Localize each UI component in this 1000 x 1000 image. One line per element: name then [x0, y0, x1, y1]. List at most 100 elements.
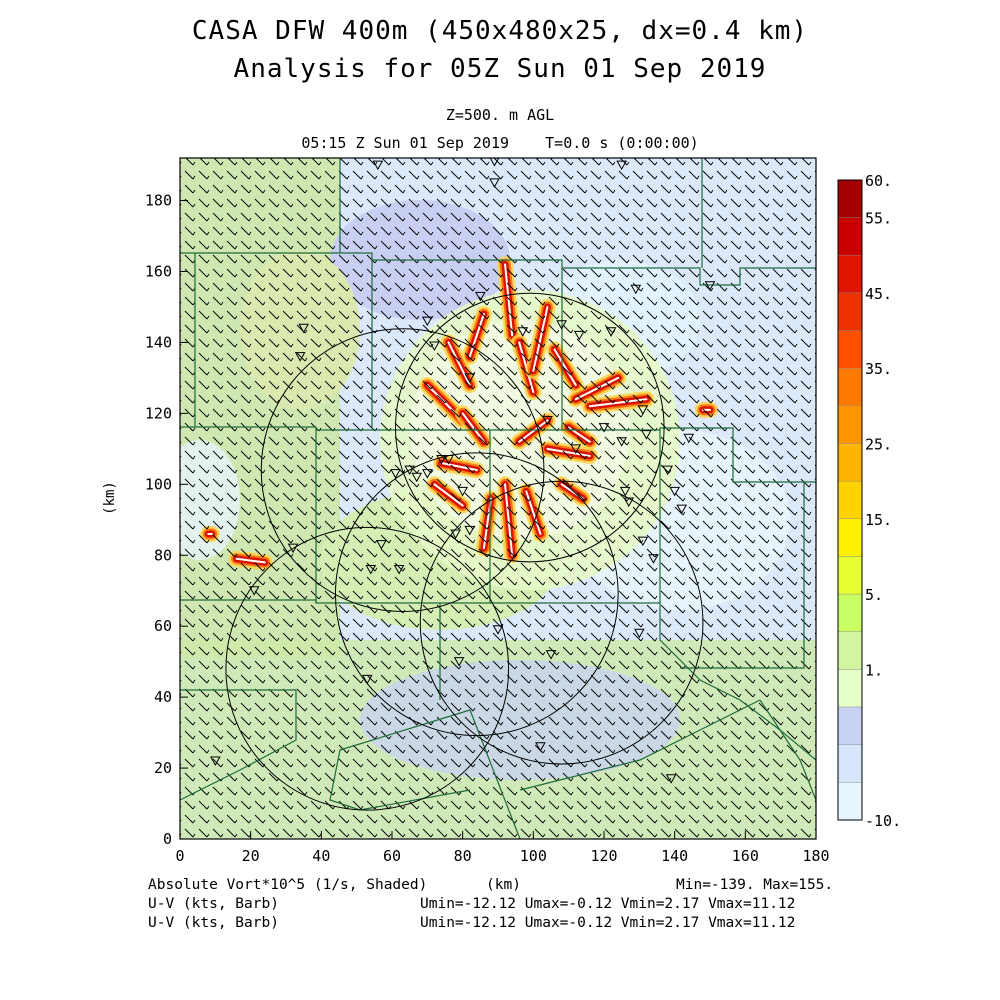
x-tick-label: 120 [590, 847, 617, 865]
colorbar-label: 15. [865, 511, 892, 529]
radar-site-marker [421, 316, 433, 327]
y-tick-label: 40 [154, 688, 172, 706]
radar-site-marker [453, 657, 465, 667]
radar-site-marker [598, 423, 610, 433]
x-axis-label: (km) [486, 877, 521, 893]
radar-site-marker [570, 444, 582, 454]
colorbar-swatch [837, 593, 863, 632]
wind-range-1: Umin=-12.12 Umax=-0.12 Vmin=2.17 Vmax=11… [420, 896, 796, 912]
radar-site-marker [619, 486, 631, 497]
radar-site-marker [616, 437, 628, 447]
colorbar-label: 55. [865, 210, 892, 228]
radar-site-marker [542, 415, 553, 426]
radar-site-marker [209, 756, 221, 766]
field-label: Absolute Vort*10^5 (1/s, Shaded) [148, 877, 428, 893]
colorbar-label: 45. [865, 285, 892, 303]
y-tick-label: 60 [154, 617, 172, 635]
radar-site-marker [393, 564, 405, 575]
county-boundaries [180, 158, 816, 839]
radar-site-marker [665, 774, 677, 784]
plot-frame [179, 157, 817, 840]
radar-site-marker [623, 497, 635, 508]
range-ring [225, 526, 510, 811]
colorbar-swatch [837, 744, 863, 783]
radar-site-marker [605, 327, 617, 337]
radar-site-marker [492, 625, 504, 635]
radar-sites [209, 158, 716, 784]
y-tick-label: 0 [163, 830, 172, 848]
radar-range-rings [225, 292, 704, 811]
x-tick-label: 20 [242, 847, 260, 865]
y-tick-label: 100 [145, 475, 172, 493]
x-tick-label: 160 [732, 847, 759, 865]
x-tick-label: 100 [520, 847, 547, 865]
min-max-label: Min=-139. Max=155. [676, 877, 834, 893]
radar-site-marker [648, 554, 659, 564]
radar-site-marker [545, 650, 557, 660]
radar-site-marker [676, 504, 688, 515]
radar-site-marker [616, 160, 628, 171]
x-axis-ticks: 0 20 40 60 80 100 120 140 160 180 [175, 831, 830, 865]
colorbar-swatch [837, 217, 863, 256]
radar-site-marker [489, 178, 500, 188]
colorbar-label: 25. [865, 436, 892, 454]
colorbar-label: 5. [865, 586, 883, 604]
colorbar-swatch [837, 330, 863, 369]
range-ring [419, 480, 704, 765]
y-tick-label: 20 [154, 759, 172, 777]
colorbar-swatch [837, 368, 863, 407]
y-tick-label: 180 [145, 192, 172, 210]
colorbar-swatch [837, 405, 863, 444]
x-tick-label: 40 [312, 847, 330, 865]
y-axis-label: (km) [102, 481, 118, 515]
x-tick-label: 140 [661, 847, 688, 865]
radar-site-marker [630, 284, 642, 295]
radar-site-marker [436, 454, 447, 465]
colorbar-swatch [837, 255, 863, 294]
wind-barb-label-1: U-V (kts, Barb) [148, 896, 279, 912]
colorbar-swatch [837, 292, 863, 331]
radar-site-marker [376, 540, 387, 550]
colorbar-swatch [837, 480, 863, 520]
colorbar-frame [837, 179, 863, 821]
radar-site-marker [372, 160, 384, 171]
radar-site-marker [248, 586, 260, 596]
colorbar-label: 35. [865, 360, 892, 378]
colorbar-swatch [837, 518, 863, 557]
radar-site-marker [464, 373, 476, 383]
radar-site-marker [573, 330, 585, 341]
main-title: CASA DFW 400m (450x480x25, dx=0.4 km) [191, 16, 809, 46]
radar-site-marker [361, 674, 373, 685]
x-tick-label: 180 [802, 847, 829, 865]
analysis-time-title: Analysis for 05Z Sun 01 Sep 2019 [233, 54, 767, 84]
radar-site-marker [669, 486, 681, 497]
radar-site-marker [556, 320, 567, 330]
colorbar-label: 60. [865, 172, 892, 190]
radar-site-marker [294, 352, 306, 362]
radar-site-marker [287, 543, 299, 554]
wind-range-2: Umin=-12.12 Umax=-0.12 Vmin=2.17 Vmax=11… [420, 915, 796, 931]
x-tick-label: 60 [383, 847, 401, 865]
radar-site-marker [365, 564, 377, 575]
colorbar-swatch [837, 443, 863, 482]
radar-site-marker [704, 281, 716, 291]
radar-site-marker [517, 327, 529, 337]
y-axis-ticks: 0 20 40 60 80 100 120 140 160 180 [145, 192, 188, 848]
x-tick-label: 0 [175, 847, 184, 865]
radar-site-marker [662, 465, 673, 476]
colorbar-swatch [837, 631, 863, 670]
colorbar-swatch [837, 782, 863, 821]
vorticity-shading [180, 158, 816, 839]
x-tick-label: 80 [454, 847, 472, 865]
level-label: Z=500. m AGL [445, 106, 555, 124]
range-ring [395, 292, 665, 563]
radar-site-marker [633, 628, 645, 639]
colorbar-swatch [837, 556, 863, 595]
radar-site-marker [457, 486, 469, 497]
wind-barb-label-2: U-V (kts, Barb) [148, 915, 279, 931]
radar-site-marker [443, 454, 454, 465]
colorbar-label: 1. [865, 661, 883, 679]
colorbar-swatch [837, 669, 863, 708]
radar-site-marker [637, 536, 649, 547]
